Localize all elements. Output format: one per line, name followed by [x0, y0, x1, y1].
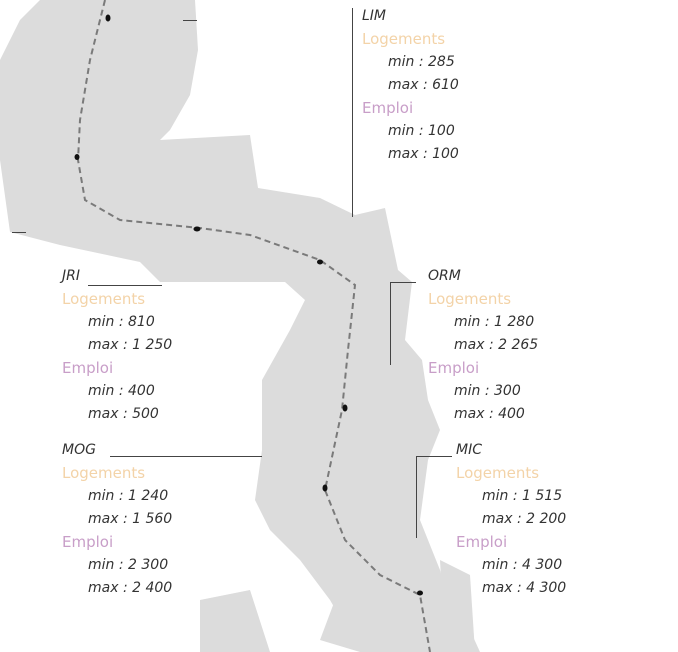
emploi-label: Emploi	[456, 533, 508, 551]
emploi-min: min : 2 300	[88, 557, 169, 573]
emploi-label: Emploi	[362, 99, 414, 117]
logements-label: Logements	[62, 290, 146, 308]
station-code: MOG	[62, 442, 96, 458]
station-marker	[74, 154, 80, 160]
emploi-max: max : 100	[388, 146, 459, 162]
station-info-lim: LIM Logements min : 285 max : 610 Emploi…	[362, 5, 459, 166]
emploi-max: max : 2 400	[88, 580, 173, 596]
logements-label: Logements	[428, 290, 512, 308]
emploi-label: Emploi	[62, 533, 114, 551]
logements-min: min : 1 280	[454, 314, 535, 330]
logements-max: max : 610	[388, 77, 459, 93]
station-info-orm: ORM Logements min : 1 280 max : 2 265 Em…	[428, 265, 538, 426]
station-code: ORM	[428, 268, 461, 284]
logements-min: min : 1 240	[88, 488, 169, 504]
emploi-label: Emploi	[62, 359, 114, 377]
logements-max: max : 2 265	[454, 337, 539, 353]
tick-mark	[12, 232, 26, 233]
logements-min: min : 285	[388, 54, 455, 70]
logements-min: min : 1 515	[482, 488, 563, 504]
station-code: MIC	[456, 442, 482, 458]
station-info-mog: MOG Logements min : 1 240 max : 1 560 Em…	[62, 439, 172, 600]
leader-line-lim	[352, 8, 353, 217]
land-area	[0, 0, 480, 652]
leader-line-orm	[390, 282, 416, 283]
station-code: JRI	[62, 268, 80, 284]
logements-max: max : 1 560	[88, 511, 173, 527]
station-marker	[105, 14, 111, 22]
logements-label: Logements	[456, 464, 540, 482]
station-info-jri: JRI Logements min : 810 max : 1 250 Empl…	[62, 265, 172, 426]
station-marker	[322, 484, 328, 492]
logements-max: max : 1 250	[88, 337, 173, 353]
emploi-min: min : 300	[454, 383, 521, 399]
emploi-max: max : 500	[88, 406, 159, 422]
emploi-max: max : 400	[454, 406, 525, 422]
stations	[74, 14, 423, 596]
logements-max: max : 2 200	[482, 511, 567, 527]
station-marker	[417, 590, 423, 596]
leader-line-mic	[416, 456, 417, 538]
leader-line-mic	[416, 456, 452, 457]
station-marker	[193, 226, 201, 232]
emploi-min: min : 400	[88, 383, 155, 399]
leader-line-mog	[110, 456, 262, 457]
leader-line-orm	[390, 282, 391, 365]
emploi-min: min : 4 300	[482, 557, 563, 573]
emploi-label: Emploi	[428, 359, 480, 377]
station-info-mic: MIC Logements min : 1 515 max : 2 200 Em…	[456, 439, 566, 600]
emploi-min: min : 100	[388, 123, 455, 139]
station-code: LIM	[362, 8, 387, 24]
logements-label: Logements	[362, 30, 446, 48]
station-marker	[342, 404, 348, 412]
transit-route	[76, 0, 431, 652]
logements-min: min : 810	[88, 314, 155, 330]
leader-line-jri	[88, 285, 162, 286]
emploi-max: max : 4 300	[482, 580, 567, 596]
logements-label: Logements	[62, 464, 146, 482]
station-marker	[317, 259, 323, 265]
tick-mark	[183, 20, 197, 21]
